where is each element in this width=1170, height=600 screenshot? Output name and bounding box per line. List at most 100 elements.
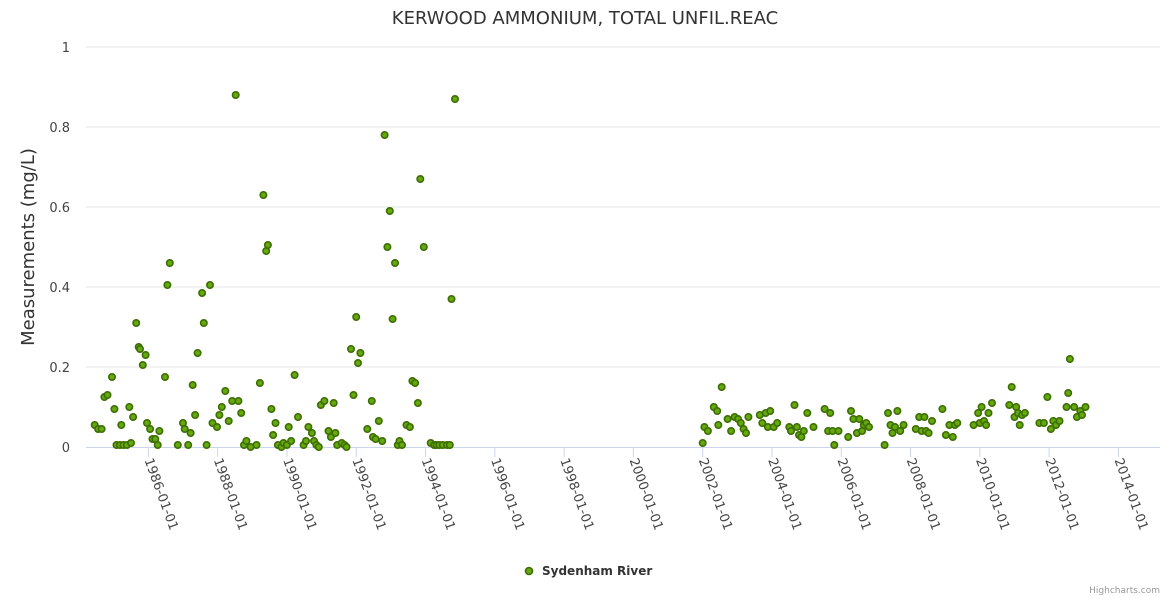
data-point[interactable]	[445, 440, 454, 449]
data-point[interactable]	[920, 412, 929, 421]
data-point[interactable]	[108, 372, 117, 381]
data-point[interactable]	[703, 426, 712, 435]
data-point[interactable]	[353, 358, 362, 367]
data-point[interactable]	[948, 432, 957, 441]
data-point[interactable]	[1070, 402, 1079, 411]
data-point[interactable]	[180, 424, 189, 433]
legend-label[interactable]: Sydenham River	[542, 564, 652, 578]
data-point[interactable]	[234, 396, 243, 405]
data-point[interactable]	[723, 414, 732, 423]
data-point[interactable]	[1046, 424, 1055, 433]
data-point[interactable]	[202, 440, 211, 449]
data-point[interactable]	[188, 380, 197, 389]
data-point[interactable]	[314, 442, 323, 451]
data-point[interactable]	[987, 398, 996, 407]
data-point[interactable]	[405, 422, 414, 431]
data-point[interactable]	[1081, 402, 1090, 411]
data-point[interactable]	[110, 404, 119, 413]
data-point[interactable]	[896, 426, 905, 435]
data-point[interactable]	[146, 424, 155, 433]
data-point[interactable]	[799, 426, 808, 435]
data-point[interactable]	[390, 258, 399, 267]
data-point[interactable]	[385, 207, 394, 216]
highcharts-credit[interactable]: Highcharts.com	[1089, 586, 1160, 596]
data-point[interactable]	[217, 402, 226, 411]
data-point[interactable]	[346, 344, 355, 353]
data-point[interactable]	[224, 416, 233, 425]
data-point[interactable]	[161, 372, 170, 381]
data-point[interactable]	[411, 378, 420, 387]
data-point[interactable]	[242, 436, 251, 445]
data-point[interactable]	[450, 95, 459, 104]
data-point[interactable]	[378, 436, 387, 445]
data-point[interactable]	[1055, 416, 1064, 425]
data-point[interactable]	[790, 400, 799, 409]
data-point[interactable]	[1043, 392, 1052, 401]
data-point[interactable]	[1064, 388, 1073, 397]
data-point[interactable]	[786, 426, 795, 435]
data-point[interactable]	[215, 410, 224, 419]
data-point[interactable]	[367, 396, 376, 405]
data-point[interactable]	[184, 440, 193, 449]
data-point[interactable]	[1062, 402, 1071, 411]
data-point[interactable]	[129, 412, 138, 421]
data-point[interactable]	[237, 408, 246, 417]
data-point[interactable]	[320, 396, 329, 405]
data-point[interactable]	[206, 280, 215, 289]
data-point[interactable]	[136, 344, 145, 353]
data-point[interactable]	[927, 416, 936, 425]
data-point[interactable]	[766, 406, 775, 415]
data-point[interactable]	[890, 422, 899, 431]
data-point[interactable]	[698, 438, 707, 447]
data-point[interactable]	[127, 438, 136, 447]
data-point[interactable]	[713, 406, 722, 415]
data-point[interactable]	[941, 430, 950, 439]
data-point[interactable]	[984, 408, 993, 417]
data-point[interactable]	[186, 428, 195, 437]
data-point[interactable]	[1020, 408, 1029, 417]
data-point[interactable]	[117, 420, 126, 429]
data-point[interactable]	[231, 91, 240, 100]
legend[interactable]: Sydenham River	[524, 564, 653, 578]
data-point[interactable]	[352, 312, 361, 321]
data-point[interactable]	[304, 422, 313, 431]
data-point[interactable]	[199, 318, 208, 327]
data-point[interactable]	[1015, 420, 1024, 429]
data-point[interactable]	[155, 426, 164, 435]
data-point[interactable]	[255, 378, 264, 387]
data-point[interactable]	[374, 416, 383, 425]
data-point[interactable]	[834, 426, 843, 435]
data-point[interactable]	[1005, 400, 1014, 409]
data-point[interactable]	[413, 398, 422, 407]
data-point[interactable]	[830, 440, 839, 449]
data-point[interactable]	[741, 428, 750, 437]
data-point[interactable]	[826, 408, 835, 417]
data-point[interactable]	[141, 350, 150, 359]
data-point[interactable]	[132, 318, 141, 327]
data-point[interactable]	[893, 406, 902, 415]
data-point[interactable]	[447, 294, 456, 303]
data-point[interactable]	[844, 432, 853, 441]
data-point[interactable]	[198, 288, 207, 297]
data-point[interactable]	[267, 404, 276, 413]
data-point[interactable]	[284, 422, 293, 431]
data-point[interactable]	[221, 386, 230, 395]
data-point[interactable]	[103, 390, 112, 399]
data-point[interactable]	[163, 280, 172, 289]
data-point[interactable]	[1078, 410, 1087, 419]
data-point[interactable]	[717, 382, 726, 391]
data-point[interactable]	[191, 410, 200, 419]
data-point[interactable]	[727, 426, 736, 435]
data-point[interactable]	[263, 241, 272, 250]
data-point[interactable]	[792, 422, 801, 431]
data-point[interactable]	[269, 430, 278, 439]
data-point[interactable]	[213, 422, 222, 431]
data-point[interactable]	[193, 348, 202, 357]
data-point[interactable]	[855, 414, 864, 423]
data-point[interactable]	[744, 412, 753, 421]
data-point[interactable]	[820, 404, 829, 413]
data-point[interactable]	[356, 348, 365, 357]
data-point[interactable]	[363, 424, 372, 433]
data-point[interactable]	[143, 418, 152, 427]
data-point[interactable]	[349, 390, 358, 399]
